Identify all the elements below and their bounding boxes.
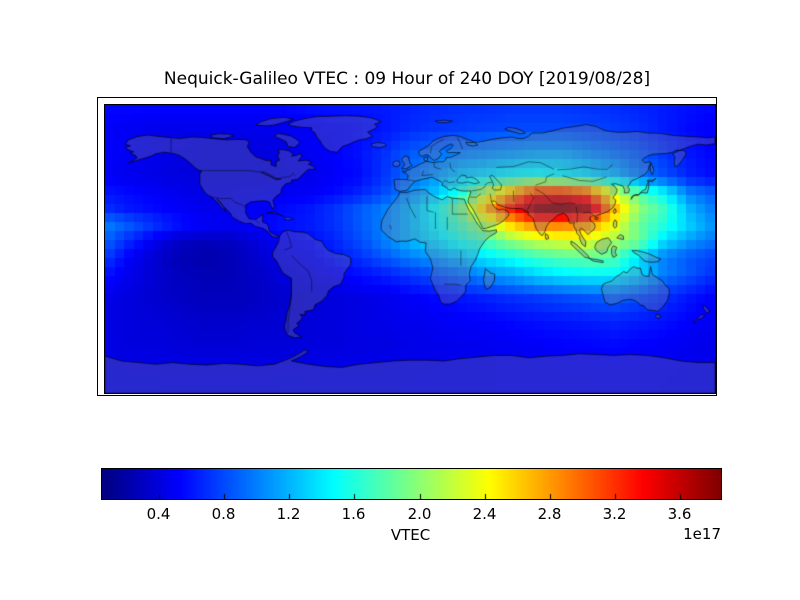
colorbar-exponent: 1e17 — [683, 525, 721, 543]
colorbar-tick-label: 1.2 — [276, 505, 301, 523]
colorbar-tick-label: 3.6 — [667, 505, 692, 523]
colorbar-tick-label: 2.4 — [472, 505, 497, 523]
colorbar-tick-label: 0.4 — [146, 505, 171, 523]
colorbar-tick-label: 2.0 — [407, 505, 432, 523]
colorbar-canvas — [101, 468, 722, 500]
colorbar-tick-label: 1.6 — [341, 505, 366, 523]
chart-title: Nequick-Galileo VTEC : 09 Hour of 240 DO… — [163, 69, 651, 89]
vtec-world-map-canvas — [104, 104, 716, 394]
colorbar-label: VTEC — [390, 526, 431, 544]
colorbar-tick-label: 3.2 — [602, 505, 627, 523]
colorbar-tick-label: 0.8 — [211, 505, 236, 523]
colorbar-tick-label: 2.8 — [537, 505, 562, 523]
